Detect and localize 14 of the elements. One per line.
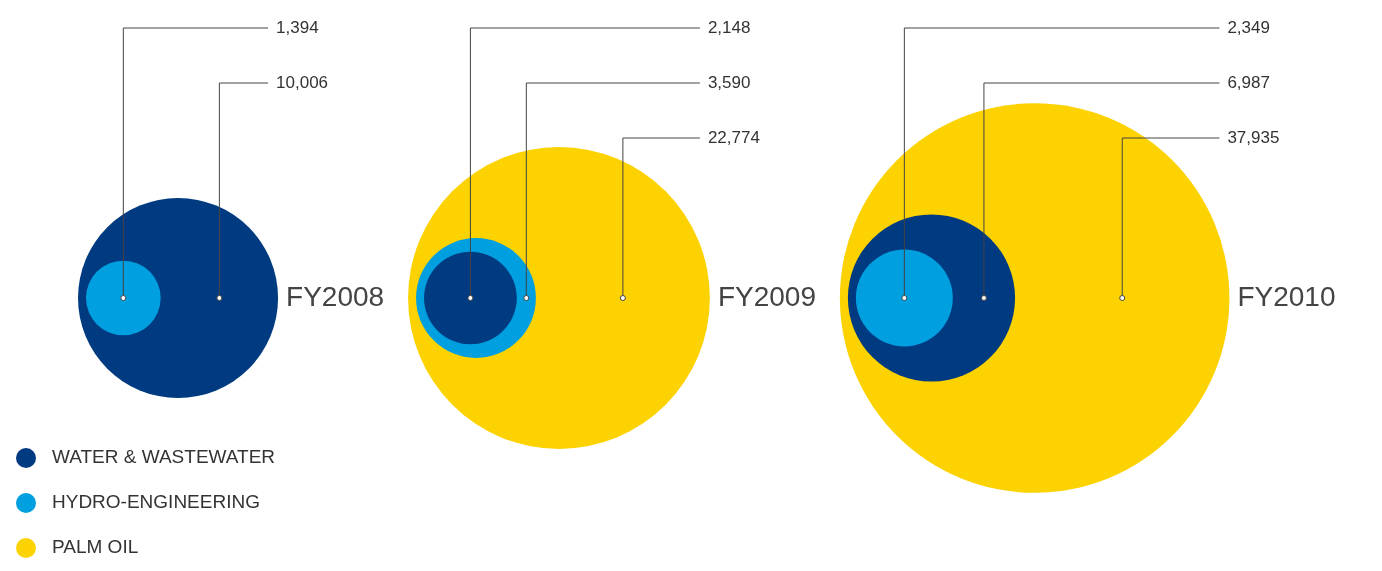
data-label: 10,006 [276, 72, 329, 92]
category-label: FY2010 [1237, 280, 1336, 312]
legend-label: WATER & WASTEWATER [52, 446, 276, 468]
data-label: 6,987 [1227, 72, 1270, 92]
data-label: 2,148 [707, 17, 751, 37]
data-label: 2,349 [1227, 17, 1270, 37]
category-label: FY2009 [717, 280, 816, 312]
data-label: 1,394 [276, 17, 319, 37]
data-label: 22,774 [707, 127, 760, 147]
data-label: 37,935 [1227, 127, 1280, 147]
legend-label: PALM OIL [52, 536, 139, 558]
legend-label: HYDRO-ENGINEERING [52, 491, 260, 513]
data-label: 3,590 [707, 72, 751, 92]
category-label: FY2008 [286, 280, 385, 312]
